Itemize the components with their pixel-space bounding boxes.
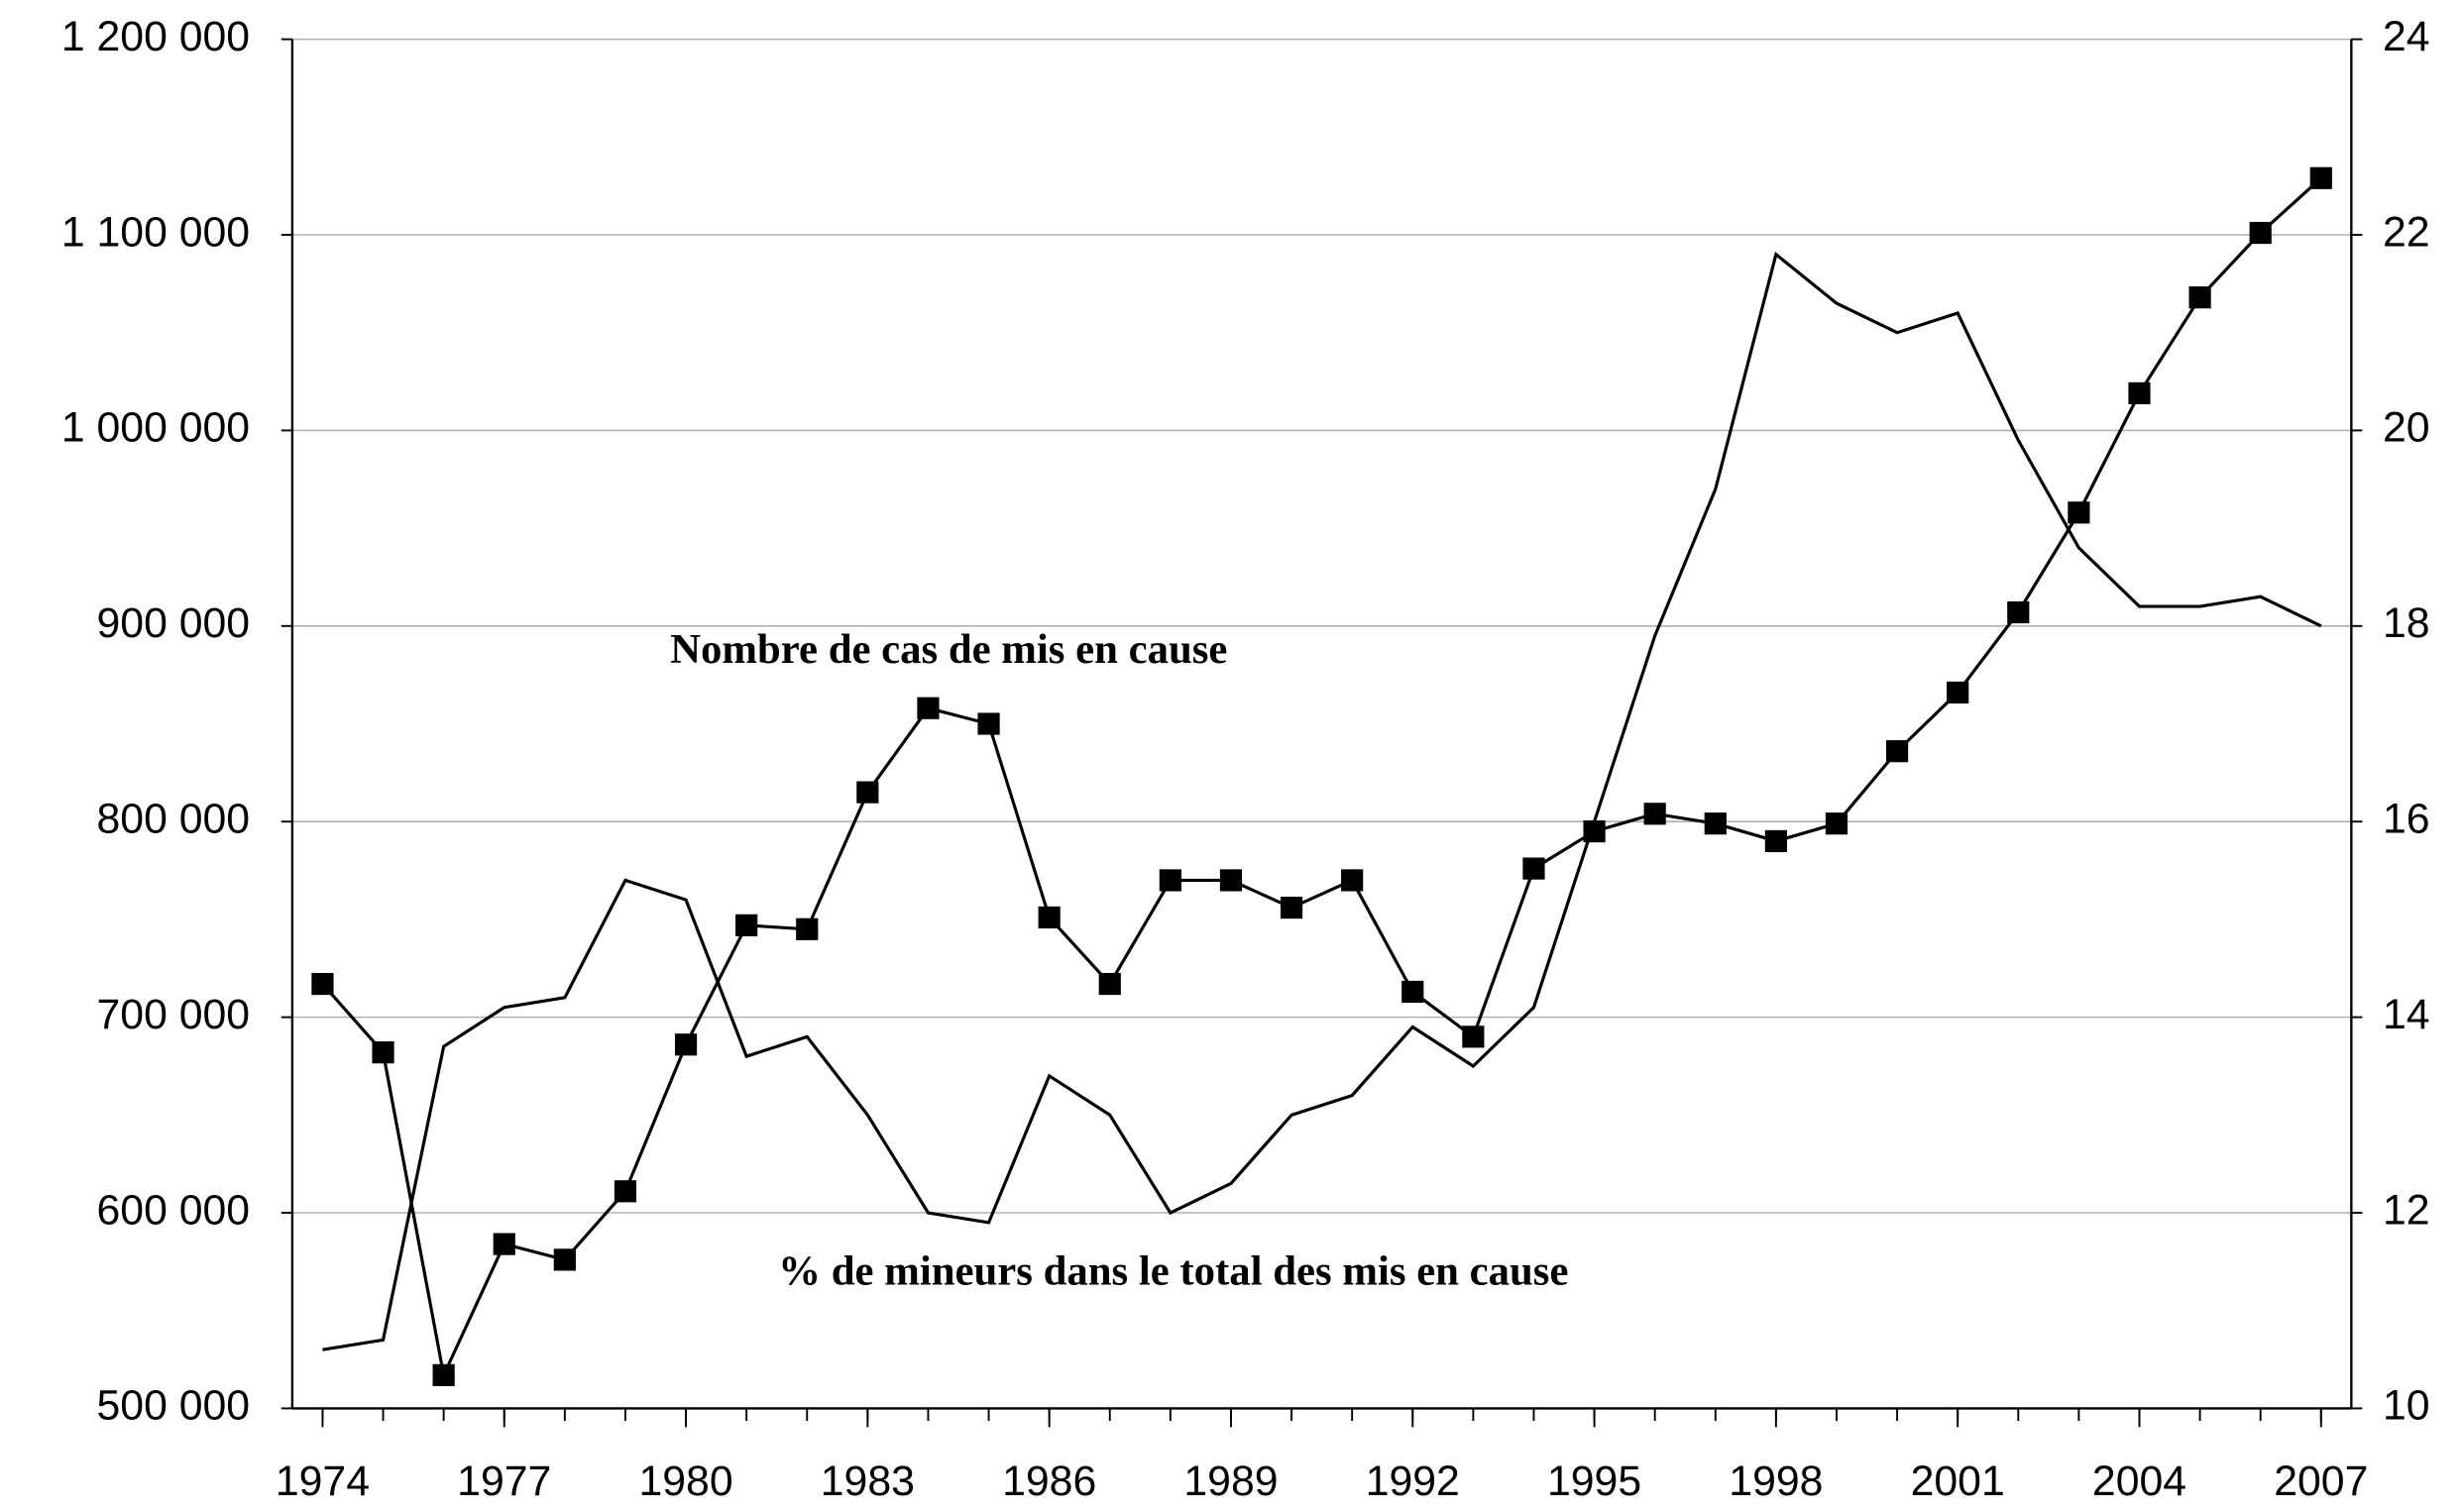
marker [1098,972,1121,996]
y-tick-label: 600 000 [97,1186,251,1234]
marker [493,1233,515,1255]
marker [1764,829,1787,853]
marker [432,1363,455,1386]
marker [735,914,758,936]
y-tick-label: 700 000 [97,991,251,1038]
marker [856,781,879,804]
marker [1825,812,1848,835]
y-tick-label: 1 200 000 [61,13,250,60]
x-tick-label: 2004 [2092,1458,2186,1505]
marker [2188,286,2211,309]
y2-tick-label: 14 [2383,991,2430,1038]
marker [1947,681,1969,704]
line-series [322,251,2322,1351]
annotation: % de mineurs dans le total des mis en ca… [778,1248,1568,1295]
marker [614,1180,637,1203]
marker [796,918,819,940]
annotation: Nombre de cas de mis en cause [670,626,1227,673]
marker [1522,857,1545,880]
marker [1462,1026,1485,1048]
marker [311,972,334,996]
x-tick-label: 1986 [1002,1458,1096,1505]
marker [1704,812,1727,835]
x-tick-label: 1980 [638,1458,732,1505]
y-tick-label: 800 000 [97,796,251,843]
marker [1219,869,1243,892]
y2-tick-label: 18 [2383,599,2430,647]
marker [2249,221,2272,245]
x-tick-label: 2001 [1911,1458,2005,1505]
y-tick-label: 900 000 [97,599,251,647]
marker [553,1248,576,1271]
y-tick-label: 1 100 000 [61,208,250,256]
x-tick-label: 1983 [821,1458,915,1505]
y2-tick-label: 24 [2383,13,2430,60]
marker [1885,740,1909,763]
x-tick-label: 1998 [1729,1458,1823,1505]
x-tick-label: 1977 [457,1458,551,1505]
x-tick-label: 1992 [1366,1458,1460,1505]
marker [1159,869,1181,892]
marker [2128,381,2151,405]
marker [977,712,1000,735]
marker [674,1033,698,1056]
x-tick-label: 1995 [1547,1458,1641,1505]
x-tick-label: 1989 [1183,1458,1278,1505]
marker [2068,501,2090,524]
marker [1038,906,1061,929]
y2-tick-label: 12 [2383,1186,2430,1234]
marker [1280,896,1303,919]
marker [2007,600,2030,624]
marker [1341,869,1364,892]
marker [917,697,940,719]
y2-tick-label: 22 [2383,208,2430,256]
y2-tick-label: 16 [2383,796,2430,843]
marker [1643,803,1666,825]
marker [372,1041,394,1064]
line-series [321,176,2322,1381]
x-tick-label: 2007 [2274,1458,2368,1505]
marker [1401,980,1424,1004]
y2-tick-label: 10 [2383,1382,2430,1430]
marker [2309,166,2332,189]
y-tick-label: 1 000 000 [61,404,250,452]
x-tick-label: 1974 [276,1458,370,1505]
y-tick-label: 500 000 [97,1382,251,1430]
y2-tick-label: 20 [2383,404,2430,452]
